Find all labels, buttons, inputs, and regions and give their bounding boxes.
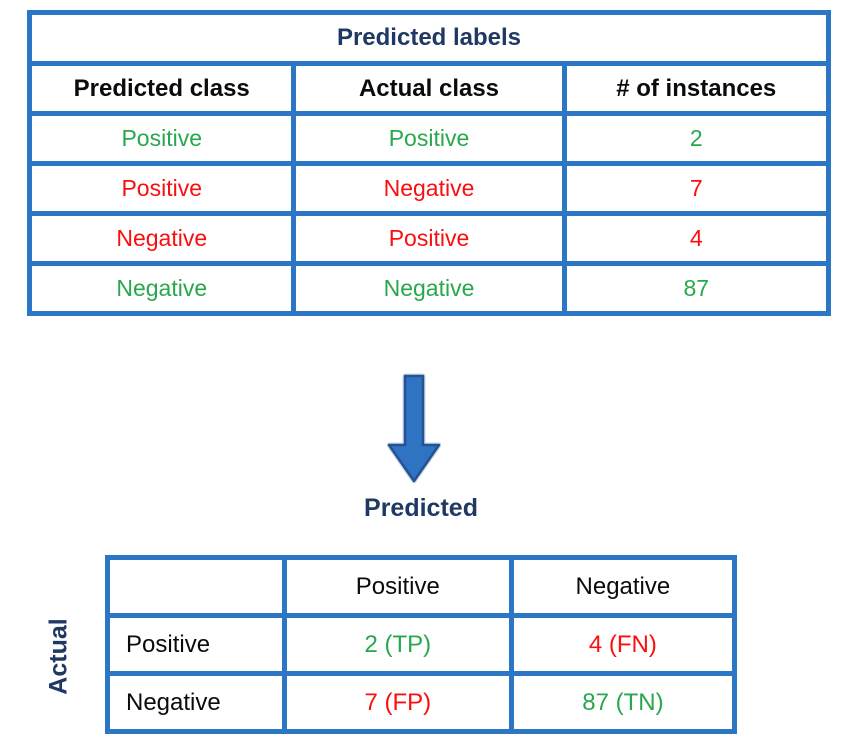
cell-predicted-class: Negative bbox=[26, 261, 297, 316]
actual-label-text: Actual bbox=[44, 617, 73, 695]
cell-predicted-class: Positive bbox=[26, 111, 297, 166]
cell-instance-count: 2 bbox=[561, 111, 832, 166]
matrix-row: Negative 7 (FP) 87 (TN) bbox=[105, 671, 738, 734]
matrix-title-predicted: Predicted bbox=[364, 494, 478, 522]
matrix-col-header-positive: Positive bbox=[281, 555, 514, 618]
col-header-instances: # of instances bbox=[561, 61, 832, 116]
cell-predicted-class: Negative bbox=[26, 211, 297, 266]
col-header-predicted-class: Predicted class bbox=[26, 61, 297, 116]
table-header-row: Predicted class Actual class # of instan… bbox=[26, 61, 832, 116]
cell-instance-count: 4 bbox=[561, 211, 832, 266]
cell-actual-class: Negative bbox=[291, 161, 567, 216]
predicted-labels-table: Predicted labels Predicted class Actual … bbox=[26, 10, 832, 316]
cell-actual-class: Positive bbox=[291, 111, 567, 166]
down-arrow-icon bbox=[386, 373, 442, 484]
cell-actual-class: Positive bbox=[291, 211, 567, 266]
matrix-col-header-negative: Negative bbox=[508, 555, 738, 618]
corner-cell bbox=[105, 555, 287, 618]
cell-instance-count: 87 bbox=[561, 261, 832, 316]
cell-predicted-class: Positive bbox=[26, 161, 297, 216]
matrix-header-row: Positive Negative bbox=[105, 555, 738, 618]
table-row: Positive Positive 2 bbox=[26, 111, 832, 166]
matrix-row-label: Positive bbox=[105, 613, 287, 676]
cell-instance-count: 7 bbox=[561, 161, 832, 216]
table-row: Positive Negative 7 bbox=[26, 161, 832, 216]
matrix-cell-fn: 4 (FN) bbox=[508, 613, 738, 676]
matrix-cell-fp: 7 (FP) bbox=[281, 671, 514, 734]
matrix-cell-tp: 2 (TP) bbox=[281, 613, 514, 676]
matrix-side-label-actual: Actual bbox=[36, 570, 82, 742]
matrix-row-label: Negative bbox=[105, 671, 287, 734]
matrix-cell-tn: 87 (TN) bbox=[508, 671, 738, 734]
cell-actual-class: Negative bbox=[291, 261, 567, 316]
table-title-row: Predicted labels bbox=[27, 10, 831, 66]
table-row: Negative Negative 87 bbox=[26, 261, 832, 316]
matrix-row: Positive 2 (TP) 4 (FN) bbox=[105, 613, 738, 676]
table-row: Negative Positive 4 bbox=[26, 211, 832, 266]
col-header-actual-class: Actual class bbox=[291, 61, 567, 116]
confusion-matrix-table: Positive Negative Positive 2 (TP) 4 (FN)… bbox=[105, 555, 738, 734]
top-table-title: Predicted labels bbox=[27, 10, 831, 66]
